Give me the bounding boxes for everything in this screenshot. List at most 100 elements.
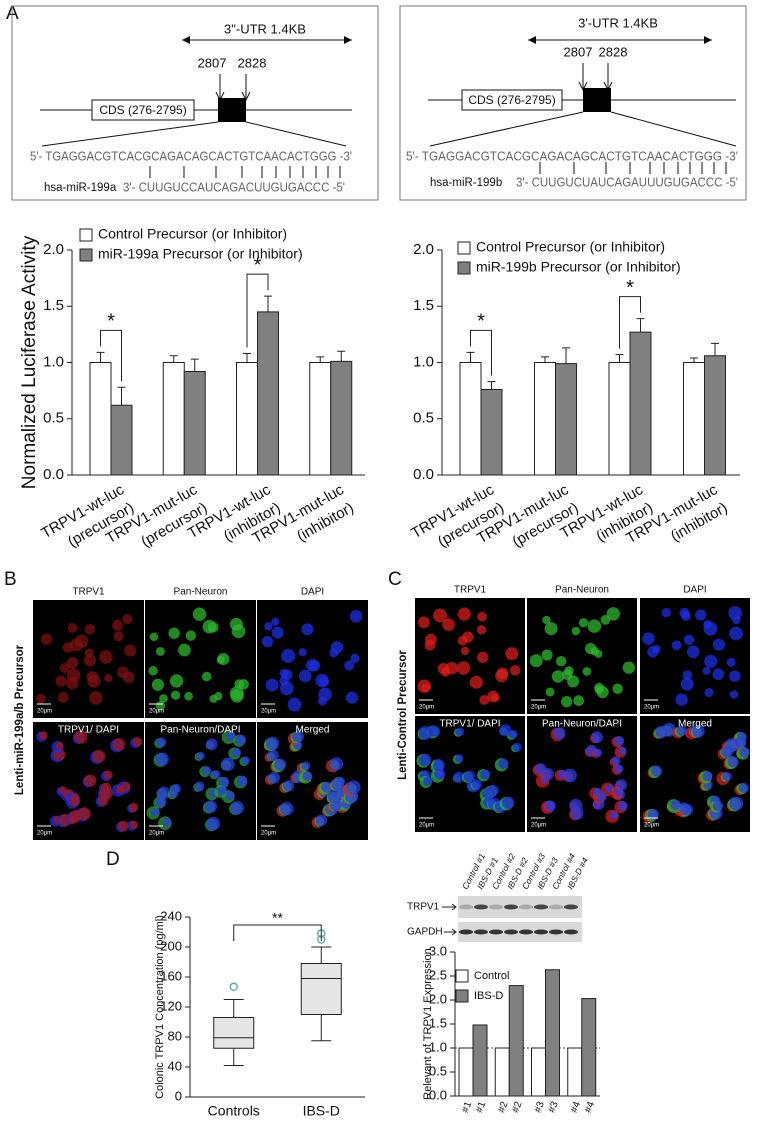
cell: [104, 674, 113, 683]
band: [489, 929, 503, 935]
cell: [611, 756, 621, 766]
cell: [271, 626, 284, 639]
cell: [541, 649, 553, 661]
cell: [477, 651, 489, 663]
legend-label: Control: [474, 970, 509, 982]
x-tick-label: #1: [474, 1100, 488, 1115]
cell: [578, 618, 589, 628]
legend-label: Control Precursor (or Inhibitor): [98, 226, 287, 242]
band: [564, 904, 578, 910]
cell: [350, 653, 360, 663]
cell: [124, 644, 137, 657]
cell: [491, 693, 500, 703]
bar: [608, 362, 631, 476]
cell: [315, 814, 328, 827]
cell: [84, 624, 96, 635]
cell: [235, 734, 247, 746]
cell: [201, 671, 212, 682]
cell: [647, 808, 659, 820]
cell: [315, 673, 329, 688]
cell: [686, 645, 700, 659]
cell: [59, 662, 70, 674]
whisker: [311, 1014, 332, 1042]
significance-label: *: [477, 311, 485, 333]
cell: [103, 770, 113, 780]
y-tick-label: 40: [168, 1058, 182, 1073]
cell: [192, 607, 207, 622]
bar: [110, 404, 133, 476]
row-label: GAPDH: [407, 927, 443, 938]
mirna-name: hsa-miR-199b: [430, 177, 502, 189]
error-bar: [690, 357, 698, 363]
utr-label: 3'-UTR 1.4KB: [578, 15, 658, 30]
cell: [282, 669, 293, 680]
row-label: TRPV1: [407, 902, 440, 913]
cell: [219, 776, 230, 788]
cell: [317, 696, 328, 706]
cell: [132, 736, 143, 747]
row-arrow: [444, 928, 457, 936]
band: [549, 904, 563, 910]
cell: [683, 634, 695, 645]
cell: [738, 782, 749, 793]
cell: [225, 791, 235, 801]
cell: [564, 666, 574, 676]
x-tick-label: #2: [510, 1100, 524, 1115]
cell: [727, 756, 739, 768]
cell: [477, 611, 487, 622]
cell: [560, 696, 573, 708]
bar: [581, 998, 597, 1097]
zoom-line: [41, 121, 347, 147]
target-site: [583, 88, 611, 112]
image-title: TRPV1: [72, 587, 105, 598]
scale-bar-label: 20μm: [37, 709, 52, 715]
scale-bar-label: 20μm: [261, 709, 276, 715]
x-tick-label: #1: [460, 1100, 474, 1115]
cell: [185, 630, 197, 641]
scale-bar-label: 20μm: [419, 823, 434, 829]
cell: [456, 661, 471, 675]
band: [474, 929, 488, 935]
error-bar: [466, 351, 475, 363]
cell: [712, 638, 725, 651]
error-bar: [562, 347, 570, 364]
scale-bar-label: 20μm: [531, 705, 546, 711]
cell: [702, 666, 711, 676]
image-title: Pan-Neuron: [174, 587, 228, 598]
x-tick-label: #4: [569, 1100, 583, 1115]
cell: [194, 781, 205, 792]
scale-bar-label: 20μm: [149, 831, 164, 837]
row-arrow: [442, 903, 457, 911]
cell: [292, 730, 304, 743]
cell: [170, 690, 181, 700]
panel-label: D: [106, 849, 120, 870]
legend-label: miR-199a Precursor (or Inhibitor): [98, 246, 303, 262]
cds-box: [461, 89, 563, 111]
cell: [729, 690, 739, 699]
bar: [458, 1047, 474, 1097]
bar: [257, 311, 279, 476]
bar: [567, 1047, 583, 1097]
cell: [229, 686, 244, 701]
cell: [729, 670, 741, 682]
cell: [216, 655, 225, 664]
cell: [512, 742, 522, 752]
bar: [508, 985, 524, 1097]
cell: [301, 623, 314, 636]
cell: [675, 693, 688, 706]
y-tick-label: 1.5: [43, 297, 64, 314]
y-tick-label: 2.5: [429, 967, 447, 982]
y-tick-label: 80: [168, 1028, 182, 1043]
scale-bar-label: 20μm: [644, 705, 659, 711]
bar: [494, 1047, 510, 1097]
error-bar: [264, 295, 272, 312]
band: [474, 904, 488, 910]
cell: [545, 687, 555, 697]
cell: [74, 730, 88, 744]
cell: [232, 748, 241, 757]
x-tick-label: IBS-D: [303, 1103, 340, 1119]
significance-bracket: [100, 329, 122, 382]
cell: [423, 776, 433, 786]
cell: [712, 800, 724, 811]
